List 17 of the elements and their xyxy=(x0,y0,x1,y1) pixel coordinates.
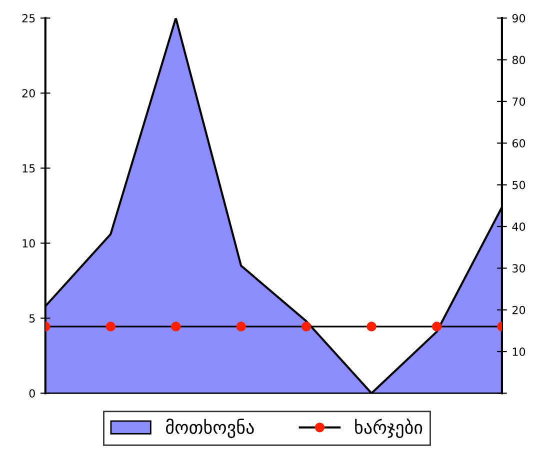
y2-tick-label: 10 xyxy=(512,348,526,356)
y2-tick-label: 70 xyxy=(512,97,526,106)
y2-tick-label: 80 xyxy=(512,56,526,64)
y-tick-label: 20 xyxy=(22,89,35,98)
y-tick-label: 10 xyxy=(22,239,35,248)
y2-tick-label: 30 xyxy=(512,264,526,273)
y2-tick-label: 50 xyxy=(512,180,526,190)
y2-tick-label: 40 xyxy=(512,222,526,231)
legend-label: მოთხოვნა xyxy=(166,418,254,438)
y-tick-label: 25 xyxy=(22,14,35,22)
legend-label: ხარჯები xyxy=(355,418,422,438)
y2-tick-label: 90 xyxy=(512,14,526,22)
y2-tick-label: 60 xyxy=(512,139,526,148)
y-tick-label: 0 xyxy=(29,389,35,398)
y2-tick-label: 20 xyxy=(512,306,526,314)
y-tick-label: 15 xyxy=(22,164,35,173)
y-tick-label: 5 xyxy=(29,314,35,323)
